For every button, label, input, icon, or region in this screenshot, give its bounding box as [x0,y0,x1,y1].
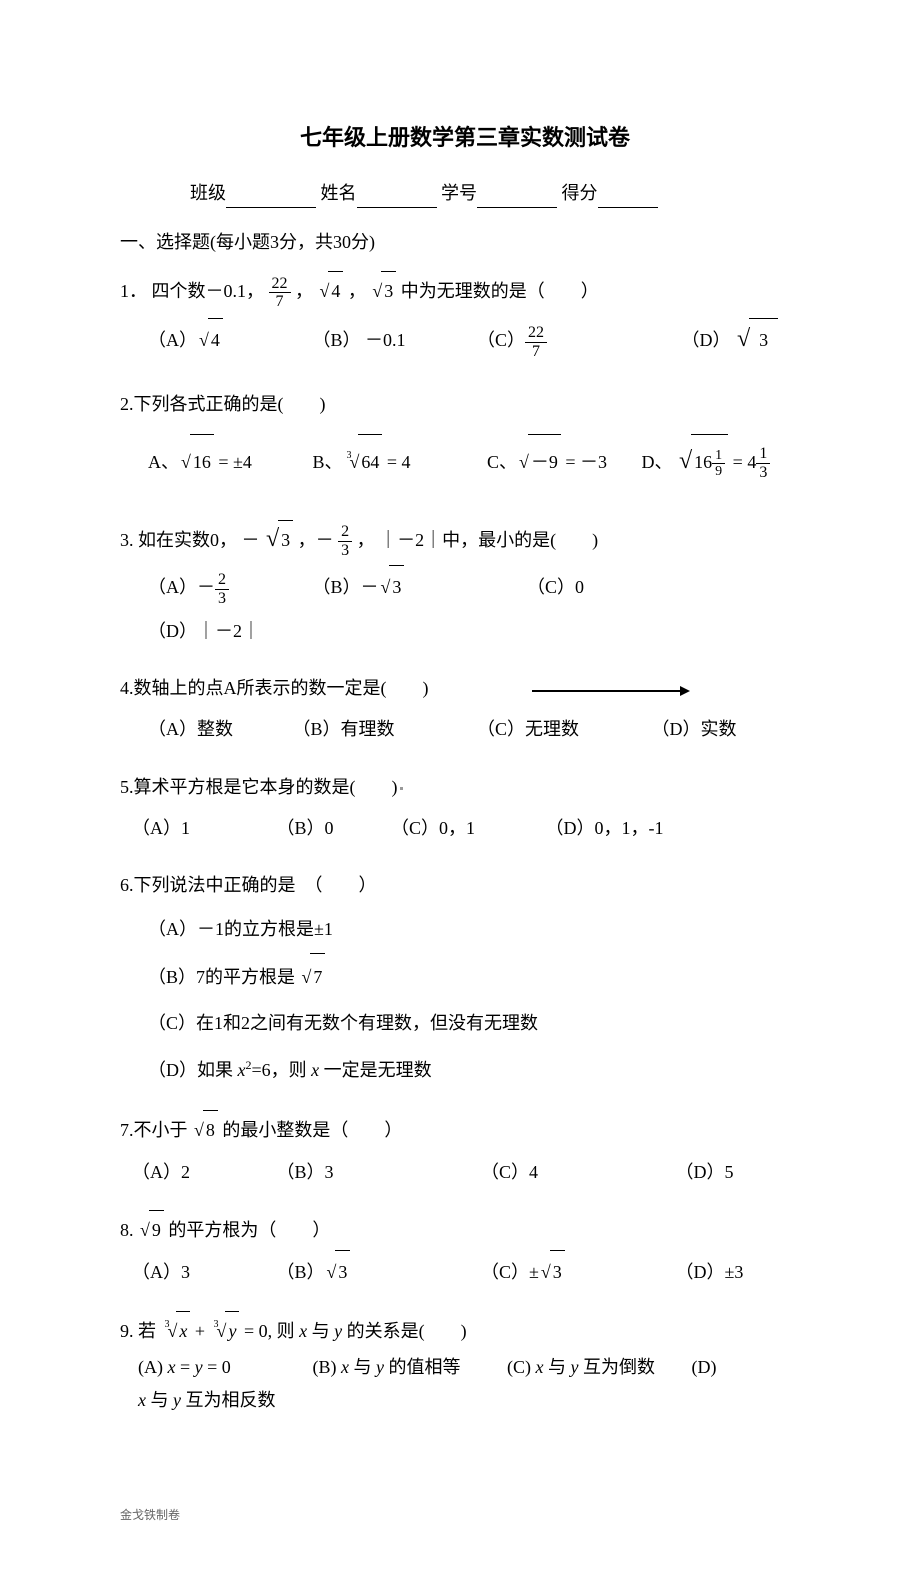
q4-opt-b: （B）有理数 [293,708,473,751]
q8-opt-a: （A）3 [132,1251,272,1294]
q4-opt-a: （A）整数 [148,708,288,751]
q7-opt-b: （B）3 [277,1151,477,1194]
q7-opt-c: （C）4 [481,1151,671,1194]
q1-text-post: 中为无理数的是（ ） [401,281,599,301]
id-label: 学号 [441,183,477,203]
q6-opt-d: （D）如果 x2=6，则 x 一定是无理数 [148,1047,810,1094]
question-1: 1． 四个数－0.1， 227 ， 4 ， 3 中为无理数的是（ ） （A）4 … [120,271,810,369]
q4-text: 4.数轴上的点A所表示的数一定是( ) [120,669,810,709]
q3-comma: ，－ [298,530,334,550]
student-info-line: 班级 姓名 学号 得分 [120,179,810,208]
q3-text-post: ， ｜－2｜中，最小的是( ) [357,530,599,550]
q4-opt-d: （D）实数 [652,708,737,751]
q5-opt-a: （A）1 [132,807,272,850]
question-5: 5.算术平方根是它本身的数是( ) （A）1 （B）0 （C）0，1 （D）0，… [120,768,810,851]
question-7: 7.不小于 8 的最小整数是（ ） （A）2 （B）3 （C）4 （D）5 [120,1110,810,1194]
q1-opt-d: （D） 3 [682,311,779,369]
q9-plus: + 3 [195,1321,215,1341]
q5-opt-b: （B）0 [277,807,387,850]
q9-opt-d: (D) [692,1351,717,1383]
q6-text: 6.下列说法中正确的是 （ ） [120,866,810,906]
q6-opt-c: （C）在1和2之间有无数个有理数，但没有无理数 [148,1000,810,1047]
q9-text-pre: 9. 若 3 [120,1321,166,1341]
q9-opt-d-cont: x 与 y 互为相反数 [138,1384,810,1416]
q7-text-pre: 7.不小于 [120,1120,192,1140]
q9-opt-a: (A) x = y = 0 [138,1351,308,1383]
q3-opt-c: （C）0 [527,566,707,609]
q5-opt-c: （C）0，1 [391,807,541,850]
q7-text-post: 的最小整数是（ ） [222,1120,402,1140]
footer-text: 金戈铁制卷 [120,1506,810,1525]
q1-text-pre: 1． 四个数－0.1， [120,281,264,301]
section-1-heading: 一、选择题(每小题3分，共30分) [120,228,810,257]
question-2: 2.下列各式正确的是( ) A、16 = ±4 B、364 = 4 C、－9 =… [120,385,810,497]
q3-text-pre: 3. 如在实数0， － [120,530,260,550]
class-blank [226,190,316,208]
class-label: 班级 [190,183,226,203]
q1-opt-b: （B） －0.1 [313,319,473,362]
q4-opt-c: （C）无理数 [477,708,647,751]
q1-opt-c: （C）227 [477,319,677,362]
q1-sqrt3: 3 [370,271,396,312]
q1-opt-a: （A）4 [148,318,308,362]
id-blank [477,190,557,208]
q9-text-post: = 0, 则 x 与 y 的关系是( ) [244,1321,467,1341]
question-4: 4.数轴上的点A所表示的数一定是( ) （A）整数 （B）有理数 （C）无理数 … [120,669,810,752]
q8-text-pre: 8. [120,1220,138,1240]
question-3: 3. 如在实数0， － 3 ，－ 23 ， ｜－2｜中，最小的是( ) （A）－… [120,513,810,653]
score-label: 得分 [562,183,598,203]
question-6: 6.下列说法中正确的是 （ ） （A）－1的立方根是±1 （B）7的平方根是 7… [120,866,810,1094]
q7-sqrt8: 8 [192,1110,218,1151]
score-blank [598,190,658,208]
q2-opt-c: C、－9 = －3 [487,434,637,489]
q2-opt-b: B、364 = 4 [313,434,483,489]
q8-opt-b: （B）3 [277,1250,477,1294]
q5-text: 5.算术平方根是它本身的数是( ) [120,768,810,808]
q2-opt-d: D、 1619 = 413 [642,425,771,497]
name-blank [357,190,437,208]
q8-text-post: 的平方根为（ ） [168,1220,330,1240]
name-label: 姓名 [321,183,357,203]
q8-opt-c: （C）±3 [481,1250,671,1294]
q3-opt-d: （D）｜－2｜ [148,610,260,653]
q2-text: 2.下列各式正确的是( ) [120,385,810,425]
q1-sqrt4: 4 [318,271,344,312]
question-8: 8. 9 的平方根为（ ） （A）3 （B）3 （C）±3 （D）±3 [120,1210,810,1295]
q3-frac: 23 [338,523,352,559]
q8-opt-d: （D）±3 [676,1251,744,1294]
question-9: 9. 若 3x + 3y = 0, 则 x 与 y 的关系是( ) (A) x … [120,1311,810,1416]
q5-opt-d: （D）0，1，-1 [546,807,664,850]
number-line-arrow [532,675,690,704]
q9-opt-b: (B) x 与 y 的值相等 [313,1351,503,1383]
q7-opt-a: （A）2 [132,1151,272,1194]
q3-opt-b: （B）－3 [313,565,523,609]
q6-opt-b: （B）7的平方根是 7 [148,953,810,1001]
q9-opt-c: (C) x 与 y 互为倒数 [507,1351,687,1383]
q1-comma2: ， [348,281,366,301]
q7-opt-d: （D）5 [676,1151,734,1194]
q1-frac-22-7: 227 [269,275,291,311]
q6-opt-a: （A）－1的立方根是±1 [148,906,810,953]
page-title: 七年级上册数学第三章实数测试卷 [120,120,810,155]
q2-opt-a: A、16 = ±4 [148,434,308,489]
q3-opt-a: （A）－23 [148,566,308,609]
q3-sqrt3: 3 [264,513,293,566]
q1-comma1: ， [295,281,313,301]
q8-sqrt9: 9 [138,1210,164,1251]
